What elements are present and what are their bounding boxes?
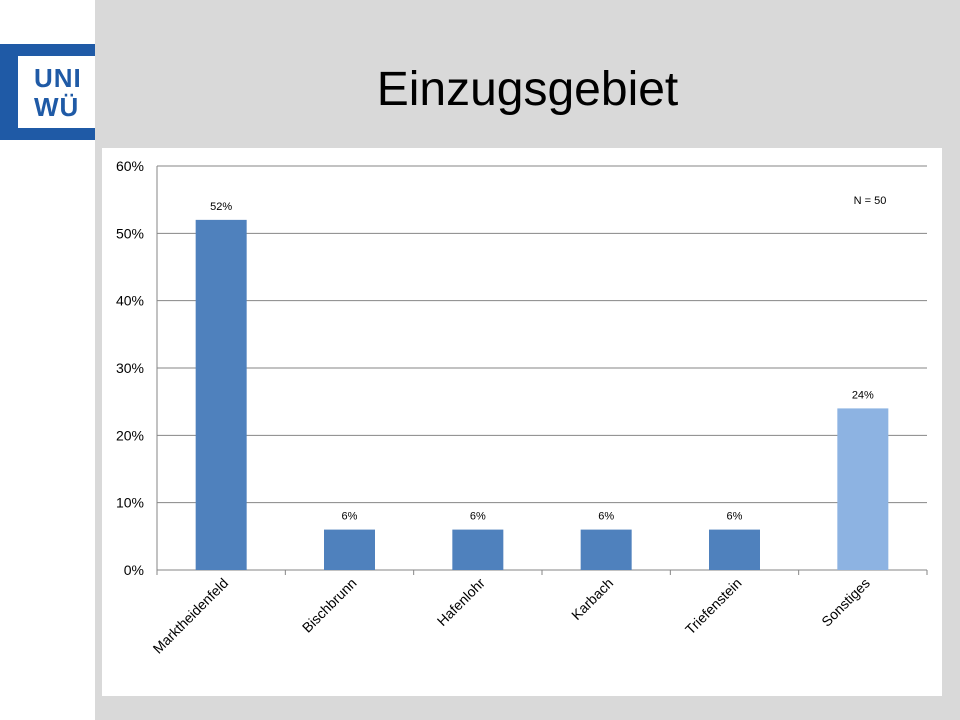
- data-label: 6%: [727, 511, 743, 523]
- y-tick-label: 50%: [116, 225, 144, 241]
- x-tick-label: Bischbrunn: [299, 575, 360, 636]
- data-label: 6%: [598, 511, 614, 523]
- slide-title: Einzugsgebiet: [376, 63, 679, 116]
- y-tick-label: 0%: [124, 562, 144, 578]
- x-tick-label: Karbach: [568, 575, 616, 623]
- data-label: 6%: [342, 511, 358, 523]
- x-tick-label: Sonstiges: [818, 575, 873, 630]
- bar-bischbrunn: [324, 529, 375, 570]
- x-tick-label: Triefenstein: [682, 575, 745, 638]
- university-logo: UNI WÜ: [0, 44, 95, 140]
- x-tick-label: Marktheidenfeld: [150, 575, 232, 657]
- y-tick-label: 20%: [116, 427, 144, 443]
- logo-inner-panel: [18, 56, 95, 128]
- bar-sonstiges: [837, 408, 889, 570]
- data-label: 52%: [210, 201, 232, 213]
- sample-size-note: N = 50: [854, 195, 887, 207]
- bar-hafenlohr: [452, 529, 504, 570]
- data-label: 24%: [852, 389, 874, 401]
- y-tick-label: 40%: [116, 293, 144, 309]
- chart-panel: 0% 10% 20% 30% 40% 50% 60% 52% Marktheidenfeld 6%…: [102, 148, 942, 696]
- y-tick-label: 10%: [116, 495, 144, 511]
- y-tick-label: 60%: [116, 158, 144, 174]
- bar-marktheidenfeld: [195, 219, 247, 570]
- data-label: 6%: [470, 511, 486, 523]
- bar-karbach: [580, 529, 632, 570]
- bar-chart: 0% 10% 20% 30% 40% 50% 60% 52% Marktheidenfeld 6%…: [116, 158, 928, 657]
- x-tick-label: Hafenlohr: [434, 575, 488, 629]
- bar-triefenstein: [709, 529, 760, 570]
- logo-text: UNI WÜ: [34, 63, 82, 122]
- y-tick-label: 30%: [116, 360, 144, 376]
